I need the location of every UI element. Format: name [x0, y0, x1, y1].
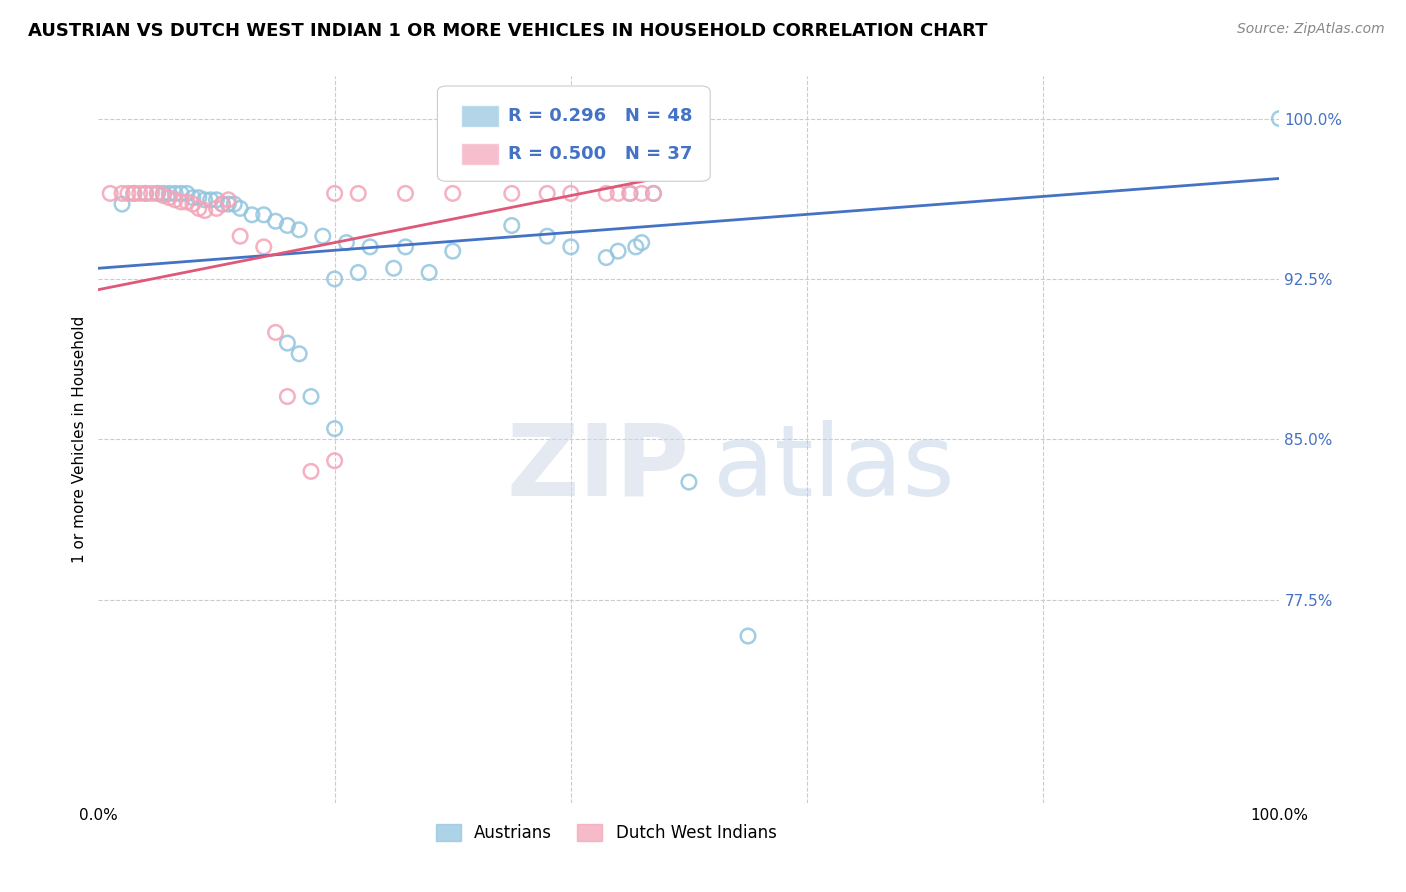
Point: [630, 235, 652, 250]
FancyBboxPatch shape: [437, 86, 710, 181]
Point: [181, 197, 204, 211]
Point: [240, 208, 263, 222]
FancyBboxPatch shape: [461, 143, 499, 164]
Point: [194, 193, 217, 207]
Point: [146, 186, 169, 201]
Point: [624, 240, 647, 254]
Point: [229, 229, 252, 244]
Point: [441, 244, 464, 259]
Point: [170, 186, 193, 201]
Point: [152, 188, 174, 202]
Point: [619, 186, 641, 201]
Point: [141, 186, 163, 201]
Point: [229, 202, 252, 216]
Point: [737, 629, 759, 643]
Point: [111, 186, 134, 201]
Point: [536, 186, 558, 201]
Point: [135, 186, 157, 201]
Point: [347, 186, 370, 201]
Point: [607, 244, 630, 259]
Text: R = 0.500   N = 37: R = 0.500 N = 37: [508, 145, 693, 162]
Point: [323, 186, 346, 201]
Point: [122, 186, 145, 201]
Point: [418, 266, 440, 280]
Point: [181, 191, 204, 205]
Point: [157, 191, 180, 205]
Point: [170, 194, 193, 209]
Point: [394, 186, 416, 201]
Point: [560, 186, 582, 201]
Text: Source: ZipAtlas.com: Source: ZipAtlas.com: [1237, 22, 1385, 37]
Point: [595, 251, 617, 265]
Point: [211, 197, 233, 211]
Point: [323, 422, 346, 436]
Point: [217, 193, 239, 207]
Point: [288, 347, 311, 361]
Legend: Austrians, Dutch West Indians: Austrians, Dutch West Indians: [429, 817, 783, 849]
Point: [276, 336, 298, 351]
Point: [176, 186, 198, 201]
Point: [347, 266, 370, 280]
Point: [253, 240, 276, 254]
Point: [678, 475, 700, 489]
Point: [501, 219, 523, 233]
Point: [394, 240, 416, 254]
Point: [187, 191, 209, 205]
Point: [122, 186, 145, 201]
Point: [146, 186, 169, 201]
Point: [276, 390, 298, 404]
Point: [205, 193, 228, 207]
Point: [441, 186, 464, 201]
Point: [152, 186, 174, 201]
Point: [536, 229, 558, 244]
Point: [111, 197, 134, 211]
Point: [128, 186, 150, 201]
Point: [630, 186, 652, 201]
Text: R = 0.296   N = 48: R = 0.296 N = 48: [508, 107, 693, 125]
Point: [205, 202, 228, 216]
Point: [323, 272, 346, 286]
Point: [619, 186, 641, 201]
Point: [253, 208, 276, 222]
Point: [1268, 112, 1291, 126]
Point: [607, 186, 630, 201]
Point: [98, 186, 121, 201]
Point: [382, 261, 405, 276]
Point: [194, 203, 217, 218]
Point: [595, 186, 617, 201]
Text: atlas: atlas: [713, 420, 955, 516]
Point: [264, 214, 287, 228]
Point: [323, 453, 346, 467]
Point: [643, 186, 665, 201]
Point: [211, 197, 233, 211]
Point: [312, 229, 335, 244]
Point: [299, 390, 322, 404]
Point: [176, 194, 198, 209]
Point: [200, 193, 222, 207]
Point: [224, 197, 246, 211]
Point: [359, 240, 381, 254]
Point: [165, 193, 187, 207]
Text: AUSTRIAN VS DUTCH WEST INDIAN 1 OR MORE VEHICLES IN HOUSEHOLD CORRELATION CHART: AUSTRIAN VS DUTCH WEST INDIAN 1 OR MORE …: [28, 22, 987, 40]
Point: [187, 202, 209, 216]
Point: [501, 186, 523, 201]
Point: [217, 197, 239, 211]
Text: ZIP: ZIP: [506, 420, 689, 516]
Point: [335, 235, 357, 250]
Y-axis label: 1 or more Vehicles in Household: 1 or more Vehicles in Household: [72, 316, 87, 563]
Point: [165, 186, 187, 201]
FancyBboxPatch shape: [461, 105, 499, 127]
Point: [299, 464, 322, 478]
Point: [117, 186, 139, 201]
Point: [643, 186, 665, 201]
Point: [276, 219, 298, 233]
Point: [560, 240, 582, 254]
Point: [288, 223, 311, 237]
Point: [264, 326, 287, 340]
Point: [135, 186, 157, 201]
Point: [157, 186, 180, 201]
